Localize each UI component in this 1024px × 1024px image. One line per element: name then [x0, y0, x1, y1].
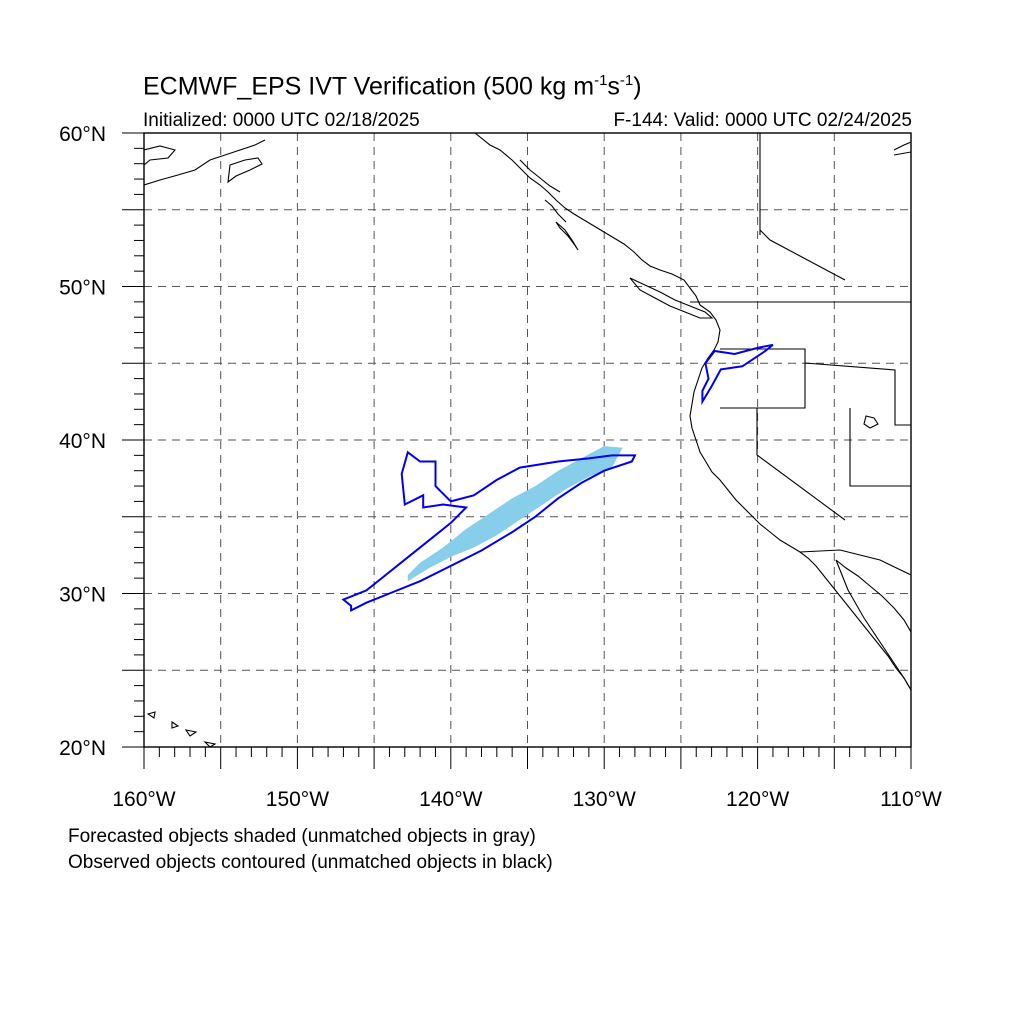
- title-end: ): [633, 72, 642, 101]
- init-time: Initialized: 0000 UTC 02/18/2025: [143, 110, 420, 131]
- title-sup2: -1: [619, 72, 634, 89]
- axis-ticks: [122, 132, 912, 769]
- observed-object-contour: [701, 343, 774, 406]
- coastline-bc-islands: [519, 159, 579, 251]
- observed-object-contour: [341, 450, 637, 613]
- lat-label: 40°N: [59, 430, 106, 453]
- title-main: ECMWF_EPS IVT Verification (500 kg m: [143, 72, 595, 101]
- coastline-west-coast: [689, 304, 911, 691]
- graticule: [144, 133, 911, 747]
- title-mid: s: [607, 72, 620, 101]
- forecast-object-shaded: [407, 446, 623, 582]
- lon-label: 150°W: [266, 788, 329, 811]
- lon-label: 110°W: [880, 788, 942, 811]
- coastline-hudson: [893, 141, 911, 156]
- verification-objects: [341, 343, 774, 613]
- coastline-alaska-panhandle: [474, 133, 701, 306]
- border-us-mexico: [799, 549, 911, 576]
- lon-label: 120°W: [726, 788, 789, 811]
- title-sup1: -1: [594, 72, 608, 89]
- lat-label: 60°N: [59, 123, 106, 146]
- plot-title: ECMWF_EPS IVT Verification (500 kg m-1s-…: [143, 72, 642, 101]
- legend-note-forecast: Forecasted objects shaded (unmatched obj…: [68, 826, 536, 847]
- border-states: [720, 133, 911, 521]
- axis-labels: 60°N 50°N 40°N 30°N 20°N 160°W 150°W 140°W 130°W…: [59, 123, 942, 811]
- legend-note-observed: Observed objects contoured (unmatched ob…: [68, 852, 553, 873]
- lat-label: 30°N: [59, 584, 106, 607]
- coastline-hawaii: [146, 711, 217, 747]
- lon-label: 130°W: [573, 788, 636, 811]
- coastline-vancouver-island: [629, 277, 714, 319]
- lat-label: 50°N: [59, 277, 106, 300]
- valid-time: F-144: Valid: 0000 UTC 02/24/2025: [613, 110, 912, 131]
- coastlines: [144, 133, 911, 747]
- coastline-kodiak: [227, 157, 263, 184]
- coastline-baja: [835, 559, 911, 691]
- lon-label: 160°W: [112, 788, 175, 811]
- lat-label: 20°N: [59, 737, 106, 760]
- coastline-alaska-peninsula: [144, 139, 266, 186]
- coastline-rockies-lake: [759, 229, 879, 429]
- lon-label: 140°W: [419, 788, 482, 811]
